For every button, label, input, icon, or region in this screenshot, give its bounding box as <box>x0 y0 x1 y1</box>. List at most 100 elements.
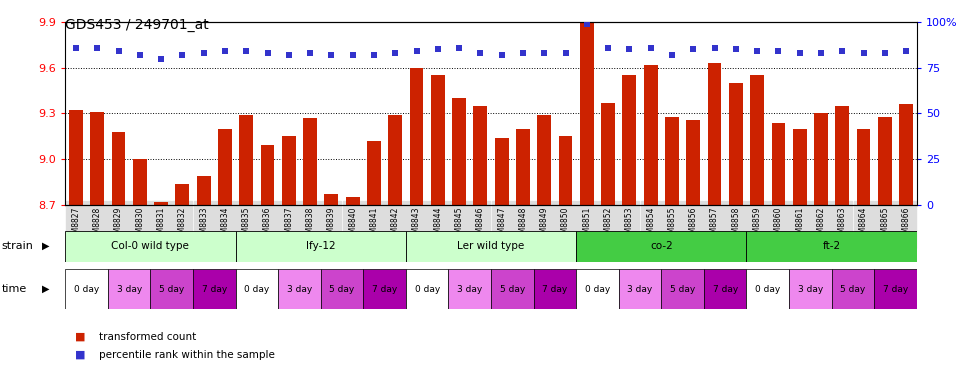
Bar <box>473 106 488 205</box>
Point <box>899 48 914 54</box>
Bar <box>452 98 466 205</box>
Bar <box>875 269 917 309</box>
Bar <box>704 269 747 309</box>
Text: 3 day: 3 day <box>287 285 312 294</box>
Point <box>302 50 318 56</box>
Bar <box>235 269 278 309</box>
Text: 0 day: 0 day <box>415 285 440 294</box>
Point <box>154 56 169 61</box>
Text: ft-2: ft-2 <box>823 241 841 251</box>
Bar <box>729 83 743 205</box>
Point <box>494 52 510 58</box>
Text: transformed count: transformed count <box>99 332 196 342</box>
Point <box>856 50 872 56</box>
Bar <box>793 129 806 205</box>
Text: GDS453 / 249701_at: GDS453 / 249701_at <box>65 18 209 32</box>
Text: co-2: co-2 <box>650 241 673 251</box>
Point <box>238 48 253 54</box>
Text: time: time <box>2 284 27 294</box>
Bar <box>278 269 321 309</box>
Bar <box>90 112 104 205</box>
Point <box>664 52 680 58</box>
Bar <box>878 116 892 205</box>
Point <box>750 48 765 54</box>
Bar <box>750 75 764 205</box>
Text: 0 day: 0 day <box>244 285 270 294</box>
Text: 5 day: 5 day <box>329 285 354 294</box>
Point <box>792 50 807 56</box>
Bar <box>708 63 722 205</box>
Bar <box>835 106 850 205</box>
Bar <box>494 138 509 205</box>
Text: percentile rank within the sample: percentile rank within the sample <box>99 350 275 360</box>
Text: 0 day: 0 day <box>585 285 611 294</box>
Bar <box>559 136 572 205</box>
Bar <box>282 136 296 205</box>
Bar <box>324 194 338 205</box>
Bar <box>686 120 700 205</box>
Point <box>196 50 211 56</box>
Bar <box>363 269 406 309</box>
Bar <box>619 269 661 309</box>
Text: 5 day: 5 day <box>840 285 866 294</box>
Bar <box>431 75 444 205</box>
Point <box>600 45 615 51</box>
Bar <box>900 104 913 205</box>
Text: 5 day: 5 day <box>670 285 695 294</box>
Bar <box>260 146 275 205</box>
Text: 7 day: 7 day <box>202 285 227 294</box>
Bar <box>321 269 363 309</box>
Bar <box>622 75 636 205</box>
Point <box>110 48 126 54</box>
Point <box>558 50 573 56</box>
Point <box>451 45 467 51</box>
Bar <box>538 115 551 205</box>
Point <box>643 45 659 51</box>
Bar <box>580 11 593 205</box>
Text: 3 day: 3 day <box>116 285 142 294</box>
Point <box>132 52 148 58</box>
Point <box>89 45 105 51</box>
Bar <box>155 202 168 205</box>
Bar <box>747 231 917 262</box>
Bar <box>197 176 210 205</box>
Point <box>877 50 893 56</box>
Bar <box>69 111 83 205</box>
Text: 7 day: 7 day <box>372 285 397 294</box>
Point <box>516 50 531 56</box>
Bar <box>448 269 492 309</box>
Bar <box>389 115 402 205</box>
Bar <box>410 68 423 205</box>
Point <box>771 48 786 54</box>
Text: 3 day: 3 day <box>457 285 482 294</box>
Bar <box>814 113 828 205</box>
Text: 0 day: 0 day <box>756 285 780 294</box>
Point <box>388 50 403 56</box>
Bar <box>576 269 619 309</box>
Point <box>430 46 445 52</box>
Text: 0 day: 0 day <box>74 285 99 294</box>
Bar <box>367 141 381 205</box>
Bar <box>661 269 704 309</box>
Point <box>834 48 850 54</box>
Text: lfy-12: lfy-12 <box>306 241 336 251</box>
Point <box>409 48 424 54</box>
Bar <box>789 269 831 309</box>
Bar <box>856 129 871 205</box>
Bar <box>492 269 534 309</box>
Bar <box>576 231 747 262</box>
Point <box>729 46 744 52</box>
Bar <box>108 269 151 309</box>
Bar <box>235 231 406 262</box>
Bar <box>151 269 193 309</box>
Point <box>579 21 594 27</box>
Bar <box>303 118 317 205</box>
Point <box>537 50 552 56</box>
Text: 3 day: 3 day <box>628 285 653 294</box>
Bar <box>239 115 253 205</box>
Text: 7 day: 7 day <box>542 285 567 294</box>
Bar <box>65 269 108 309</box>
Text: Col-0 wild type: Col-0 wild type <box>111 241 189 251</box>
Bar <box>193 269 235 309</box>
Text: 7 day: 7 day <box>712 285 738 294</box>
